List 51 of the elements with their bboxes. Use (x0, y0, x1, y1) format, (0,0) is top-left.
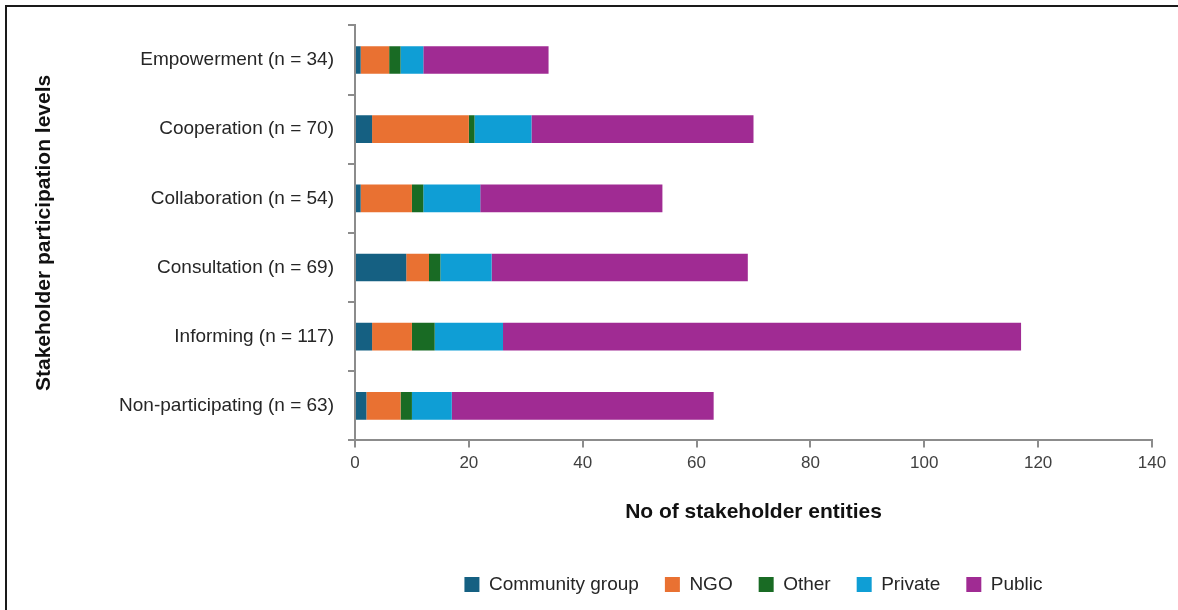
bar (356, 253, 407, 282)
bar (434, 322, 504, 351)
legend-label: Public (990, 572, 1043, 594)
bar (400, 46, 424, 74)
bar (366, 391, 401, 420)
bar (400, 391, 412, 420)
legend-label: NGO (689, 572, 733, 594)
legend-label: Community group (488, 572, 639, 594)
bar (411, 184, 424, 213)
x-tick-label: 0 (350, 453, 360, 473)
y-tick-label: Informing (n = 117) (174, 324, 334, 346)
bar (372, 322, 412, 351)
legend-label: Other (783, 572, 832, 594)
bar (468, 115, 475, 143)
x-tick-label: 100 (910, 453, 939, 473)
bar (411, 391, 452, 420)
bar (372, 115, 469, 143)
bar (423, 46, 549, 74)
bar (411, 322, 435, 351)
bar (389, 46, 401, 74)
bar (503, 322, 1022, 351)
legend-label: Private (881, 572, 941, 594)
bar (491, 253, 748, 282)
bar (429, 253, 441, 282)
bar (406, 253, 430, 282)
x-tick-label: 40 (573, 453, 593, 473)
bar (451, 391, 714, 420)
y-tick-label: Empowerment (n = 34) (140, 48, 334, 70)
bar (531, 115, 754, 143)
bar (440, 253, 492, 282)
bar (356, 322, 373, 351)
bar (423, 184, 481, 213)
x-tick-label: 20 (459, 453, 479, 473)
bar (356, 391, 367, 420)
bar (356, 184, 361, 213)
x-tick-label: 60 (687, 453, 707, 473)
bar (356, 46, 361, 74)
x-tick-label: 140 (1137, 453, 1167, 473)
bar (356, 115, 373, 143)
bar (360, 184, 412, 213)
x-tick-label: 80 (800, 453, 820, 473)
bar (480, 184, 663, 213)
bar (474, 115, 532, 143)
y-axis-title: Stakeholder participation levels (31, 74, 55, 392)
y-tick-label: Consultation (n = 69) (157, 255, 334, 277)
x-tick-label: 120 (1023, 453, 1053, 473)
y-tick-label: Collaboration (n = 54) (150, 186, 334, 208)
x-axis-title: No of stakeholder entities (625, 499, 882, 523)
bar (360, 46, 390, 74)
y-tick-label: Cooperation (n = 70) (159, 117, 334, 139)
y-tick-label: Non-participating (n = 63) (119, 394, 334, 416)
